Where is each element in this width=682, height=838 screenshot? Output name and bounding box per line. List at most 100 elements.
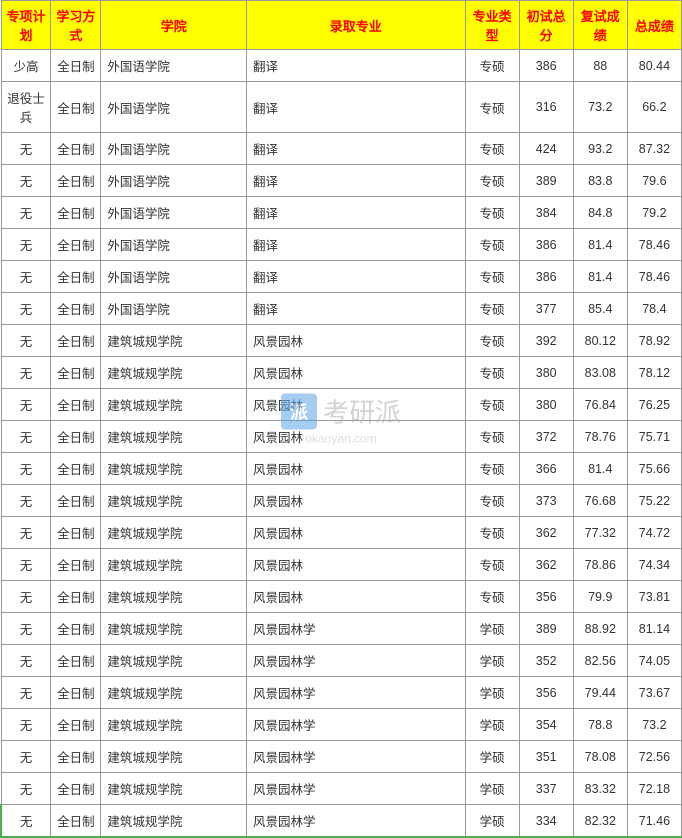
table-cell: 建筑城规学院 bbox=[101, 677, 247, 709]
table-cell: 72.18 bbox=[627, 773, 681, 805]
table-cell: 全日制 bbox=[51, 805, 101, 838]
table-cell: 外国语学院 bbox=[101, 133, 247, 165]
table-row: 无全日制建筑城规学院风景园林学学硕35478.873.2 bbox=[1, 709, 682, 741]
table-cell: 风景园林学 bbox=[247, 677, 466, 709]
table-cell: 75.66 bbox=[627, 453, 681, 485]
table-row: 少高全日制外国语学院翻译专硕3868880.44 bbox=[1, 50, 682, 82]
table-cell: 风景园林 bbox=[247, 485, 466, 517]
table-cell: 351 bbox=[519, 741, 573, 773]
table-cell: 88 bbox=[573, 50, 627, 82]
table-row: 无全日制外国语学院翻译专硕38983.879.6 bbox=[1, 165, 682, 197]
table-cell: 366 bbox=[519, 453, 573, 485]
table-cell: 外国语学院 bbox=[101, 82, 247, 133]
table-cell: 专硕 bbox=[465, 325, 519, 357]
table-body: 少高全日制外国语学院翻译专硕3868880.44退役士兵全日制外国语学院翻译专硕… bbox=[1, 50, 682, 838]
table-cell: 全日制 bbox=[51, 293, 101, 325]
column-header: 初试总分 bbox=[519, 1, 573, 50]
table-cell: 384 bbox=[519, 197, 573, 229]
table-row: 无全日制建筑城规学院风景园林学学硕35679.4473.67 bbox=[1, 677, 682, 709]
table-cell: 337 bbox=[519, 773, 573, 805]
table-cell: 全日制 bbox=[51, 389, 101, 421]
table-cell: 71.46 bbox=[627, 805, 681, 838]
table-cell: 386 bbox=[519, 229, 573, 261]
table-cell: 87.32 bbox=[627, 133, 681, 165]
table-cell: 80.12 bbox=[573, 325, 627, 357]
table-cell: 风景园林 bbox=[247, 421, 466, 453]
table-cell: 79.6 bbox=[627, 165, 681, 197]
table-cell: 无 bbox=[1, 709, 51, 741]
table-cell: 372 bbox=[519, 421, 573, 453]
table-cell: 77.32 bbox=[573, 517, 627, 549]
table-cell: 83.8 bbox=[573, 165, 627, 197]
table-cell: 82.56 bbox=[573, 645, 627, 677]
table-cell: 风景园林 bbox=[247, 389, 466, 421]
table-cell: 翻译 bbox=[247, 82, 466, 133]
table-cell: 建筑城规学院 bbox=[101, 805, 247, 838]
table-cell: 学硕 bbox=[465, 805, 519, 838]
table-cell: 外国语学院 bbox=[101, 165, 247, 197]
table-cell: 全日制 bbox=[51, 133, 101, 165]
table-row: 无全日制建筑城规学院风景园林学学硕35178.0872.56 bbox=[1, 741, 682, 773]
table-cell: 建筑城规学院 bbox=[101, 773, 247, 805]
table-row: 无全日制外国语学院翻译专硕42493.287.32 bbox=[1, 133, 682, 165]
table-cell: 专硕 bbox=[465, 197, 519, 229]
table-cell: 风景园林学 bbox=[247, 805, 466, 838]
admission-table: 专项计划学习方式学院录取专业专业类型初试总分复试成绩总成绩 少高全日制外国语学院… bbox=[0, 0, 682, 838]
table-cell: 建筑城规学院 bbox=[101, 709, 247, 741]
table-cell: 316 bbox=[519, 82, 573, 133]
table-cell: 翻译 bbox=[247, 133, 466, 165]
column-header: 复试成绩 bbox=[573, 1, 627, 50]
table-cell: 学硕 bbox=[465, 613, 519, 645]
table-cell: 76.25 bbox=[627, 389, 681, 421]
table-cell: 386 bbox=[519, 261, 573, 293]
table-cell: 全日制 bbox=[51, 197, 101, 229]
table-cell: 专硕 bbox=[465, 517, 519, 549]
table-cell: 352 bbox=[519, 645, 573, 677]
table-cell: 380 bbox=[519, 389, 573, 421]
table-cell: 78.86 bbox=[573, 549, 627, 581]
table-cell: 81.4 bbox=[573, 261, 627, 293]
table-cell: 83.08 bbox=[573, 357, 627, 389]
table-cell: 80.44 bbox=[627, 50, 681, 82]
table-cell: 无 bbox=[1, 581, 51, 613]
table-cell: 78.76 bbox=[573, 421, 627, 453]
table-cell: 76.68 bbox=[573, 485, 627, 517]
table-cell: 362 bbox=[519, 517, 573, 549]
table-cell: 79.2 bbox=[627, 197, 681, 229]
table-cell: 学硕 bbox=[465, 741, 519, 773]
table-row: 无全日制建筑城规学院风景园林专硕36681.475.66 bbox=[1, 453, 682, 485]
table-cell: 无 bbox=[1, 357, 51, 389]
table-cell: 专硕 bbox=[465, 293, 519, 325]
table-cell: 翻译 bbox=[247, 197, 466, 229]
table-row: 无全日制建筑城规学院风景园林学学硕33783.3272.18 bbox=[1, 773, 682, 805]
table-cell: 79.9 bbox=[573, 581, 627, 613]
table-cell: 专硕 bbox=[465, 581, 519, 613]
table-row: 无全日制外国语学院翻译专硕38681.478.46 bbox=[1, 261, 682, 293]
table-cell: 全日制 bbox=[51, 613, 101, 645]
table-cell: 专硕 bbox=[465, 485, 519, 517]
table-cell: 少高 bbox=[1, 50, 51, 82]
table-cell: 风景园林 bbox=[247, 549, 466, 581]
table-cell: 翻译 bbox=[247, 50, 466, 82]
table-cell: 建筑城规学院 bbox=[101, 453, 247, 485]
table-cell: 386 bbox=[519, 50, 573, 82]
table-row: 无全日制外国语学院翻译专硕37785.478.4 bbox=[1, 293, 682, 325]
table-cell: 风景园林 bbox=[247, 581, 466, 613]
table-cell: 73.67 bbox=[627, 677, 681, 709]
table-cell: 翻译 bbox=[247, 229, 466, 261]
table-cell: 72.56 bbox=[627, 741, 681, 773]
table-cell: 无 bbox=[1, 453, 51, 485]
table-cell: 74.72 bbox=[627, 517, 681, 549]
table-cell: 373 bbox=[519, 485, 573, 517]
table-cell: 93.2 bbox=[573, 133, 627, 165]
table-cell: 全日制 bbox=[51, 325, 101, 357]
table-cell: 424 bbox=[519, 133, 573, 165]
table-cell: 74.05 bbox=[627, 645, 681, 677]
table-cell: 78.12 bbox=[627, 357, 681, 389]
column-header: 专项计划 bbox=[1, 1, 51, 50]
table-cell: 354 bbox=[519, 709, 573, 741]
table-cell: 建筑城规学院 bbox=[101, 325, 247, 357]
table-cell: 无 bbox=[1, 613, 51, 645]
table-cell: 风景园林学 bbox=[247, 613, 466, 645]
table-row: 无全日制建筑城规学院风景园林专硕37376.6875.22 bbox=[1, 485, 682, 517]
